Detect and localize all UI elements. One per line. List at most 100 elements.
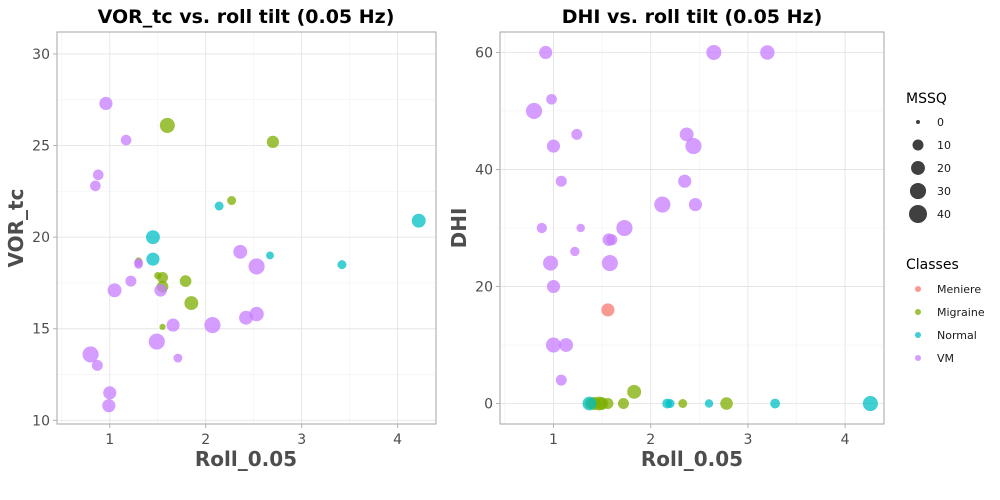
y-tick-label: 20 [32, 230, 50, 246]
y-axis-title-vor-tc: VOR_tc [4, 189, 28, 268]
point-normal-vor-tc [146, 252, 160, 266]
panel-dhi: DHI vs. roll tilt (0.05 Hz) 1 2 3 40204060 … [447, 6, 885, 471]
point-normal-vor-tc [411, 213, 426, 228]
legend-size-label: 40 [937, 208, 951, 221]
point-vm-dhi [688, 198, 702, 212]
legend-size-label: 30 [937, 185, 951, 198]
point-vm-dhi [545, 337, 562, 353]
x-tick-label: 2 [201, 432, 210, 448]
x-tick-label: 4 [841, 432, 850, 448]
legend-color-label: Meniere [937, 283, 981, 296]
y-tick-label: 25 [32, 139, 50, 155]
legend-size-label: 0 [937, 116, 944, 129]
point-vm-vor-tc [134, 260, 143, 269]
y-tick-label: 15 [32, 322, 50, 338]
x-tick-label: 1 [549, 432, 558, 448]
point-migraine-dhi [602, 398, 614, 410]
point-normal-dhi [862, 395, 878, 412]
point-vm-dhi [654, 196, 671, 213]
point-normal-dhi [704, 399, 714, 408]
point-vm-vor-tc [120, 134, 132, 146]
point-vm-vor-tc [154, 283, 167, 297]
point-vm-dhi [616, 219, 633, 237]
x-tick-label: 3 [743, 432, 752, 448]
point-migraine-dhi [617, 398, 629, 410]
legend-color-label: Migraine [937, 306, 985, 319]
legend-color-key-vm [915, 355, 921, 361]
legend: MSSQ 0 10 20 30 40 Classes Meniere Migraine No… [906, 91, 985, 365]
point-vm-dhi [678, 174, 692, 188]
legend-color-key-normal [915, 332, 921, 338]
panel-vor-tc: VOR_tc vs. roll tilt (0.05 Hz) 1 2 3 4 10 15 2… [4, 6, 437, 471]
y-tick-label: 30 [32, 47, 50, 63]
grid-vor-tc [57, 32, 436, 424]
point-vm-dhi [706, 44, 722, 61]
y-axis-title-dhi: DHI [447, 208, 471, 249]
point-vm-vor-tc [233, 244, 248, 259]
point-vm-dhi [539, 45, 553, 60]
point-vm-vor-tc [204, 317, 221, 334]
point-normal-dhi [665, 399, 675, 408]
point-vm-dhi [555, 175, 567, 187]
point-migraine-vor-tc [184, 296, 199, 311]
point-vm-vor-tc [248, 258, 265, 275]
point-vm-dhi [685, 138, 702, 155]
point-vm-dhi [679, 127, 694, 142]
point-migraine-vor-tc [179, 275, 192, 287]
chart-title-dhi: DHI vs. roll tilt (0.05 Hz) [562, 6, 823, 28]
point-migraine-dhi [678, 399, 688, 408]
point-vm-vor-tc [107, 283, 122, 298]
legend-size-key [909, 182, 927, 200]
point-vm-vor-tc [82, 346, 99, 363]
point-migraine-vor-tc [154, 272, 162, 280]
point-normal-vor-tc [214, 201, 224, 211]
y-tick-label: 10 [32, 413, 50, 429]
legend-color-label: VM [937, 352, 954, 365]
point-vm-dhi [543, 255, 559, 271]
x-axis-title-dhi: Roll_0.05 [641, 447, 743, 471]
point-vm-vor-tc [103, 386, 117, 400]
point-normal-vor-tc [337, 260, 347, 270]
point-vm-vor-tc [90, 180, 101, 192]
point-vm-dhi [760, 45, 775, 60]
points-dhi [525, 44, 878, 412]
point-normal-vor-tc [266, 251, 274, 260]
y-tick-label: 60 [475, 45, 493, 61]
point-normal-dhi [582, 396, 597, 411]
legend-size-keys: 0 10 20 30 40 [909, 116, 951, 223]
point-vm-dhi [571, 128, 583, 140]
point-migraine-dhi [627, 384, 642, 399]
point-normal-vor-tc [145, 230, 160, 245]
point-meniere-dhi [601, 303, 615, 317]
y-tick-label: 40 [475, 162, 493, 178]
point-vm-vor-tc [102, 399, 116, 413]
legend-color-keys: Meniere Migraine Normal VM [915, 283, 985, 365]
point-vm-dhi [601, 255, 618, 272]
point-vm-dhi [555, 374, 567, 386]
point-vm-dhi [546, 279, 561, 294]
legend-size-key [916, 120, 920, 124]
point-migraine-vor-tc [227, 196, 237, 205]
x-tick-label: 4 [393, 432, 402, 448]
ticks-vor-tc: 1 2 3 4 10 15 20 25 30 [32, 47, 402, 448]
point-vm-vor-tc [148, 333, 165, 350]
point-vm-vor-tc [173, 353, 183, 363]
legend-color-key-migraine [915, 309, 921, 315]
point-vm-dhi [570, 246, 580, 257]
point-vm-dhi [525, 102, 543, 120]
legend-color-label: Normal [937, 329, 977, 342]
x-tick-label: 2 [646, 432, 655, 448]
point-vm-vor-tc [92, 169, 104, 181]
point-migraine-vor-tc [159, 117, 175, 133]
point-vm-vor-tc [99, 96, 113, 111]
panel-border-vor-tc [56, 31, 437, 425]
point-vm-vor-tc [91, 359, 103, 371]
x-axis-title-vor-tc: Roll_0.05 [195, 447, 297, 471]
grid-dhi [500, 32, 884, 424]
legend-size-title: MSSQ [906, 91, 947, 107]
legend-color-title: Classes [906, 257, 959, 273]
point-vm-dhi [559, 338, 574, 352]
legend-size-key [912, 139, 924, 151]
